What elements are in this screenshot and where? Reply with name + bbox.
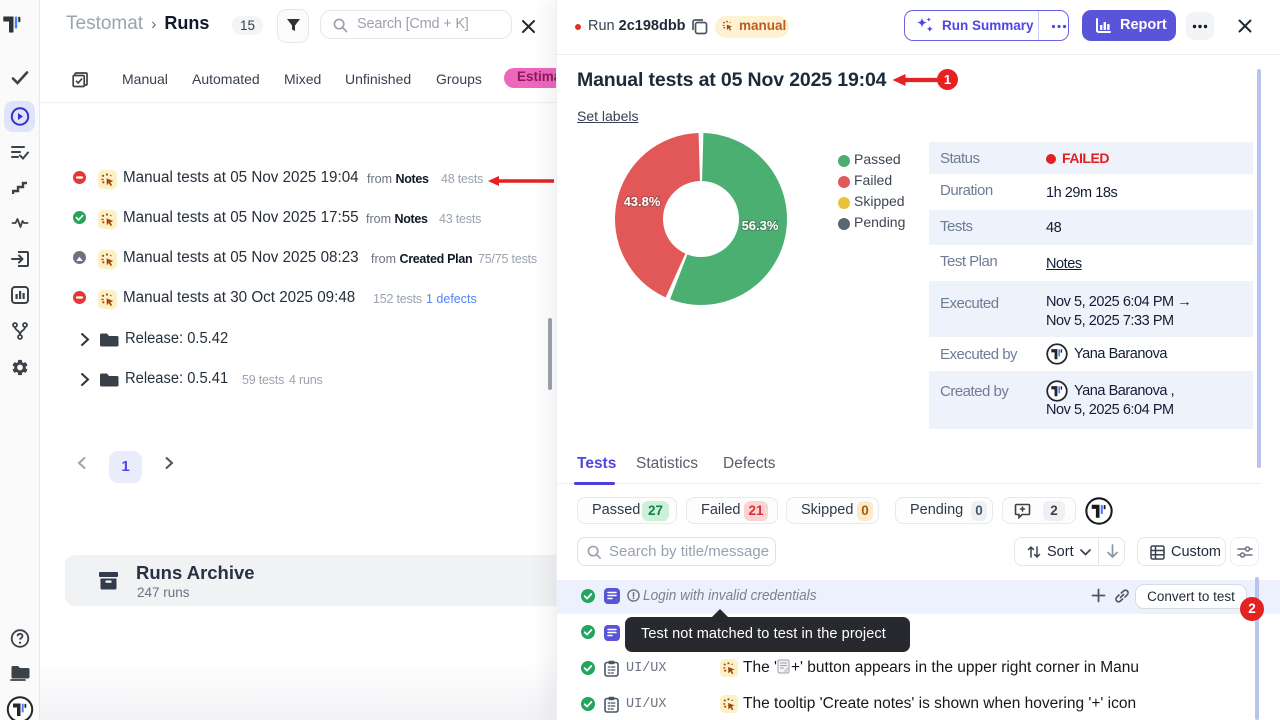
- svg-text:43.8%: 43.8%: [624, 194, 661, 209]
- svg-text:56.3%: 56.3%: [742, 218, 779, 233]
